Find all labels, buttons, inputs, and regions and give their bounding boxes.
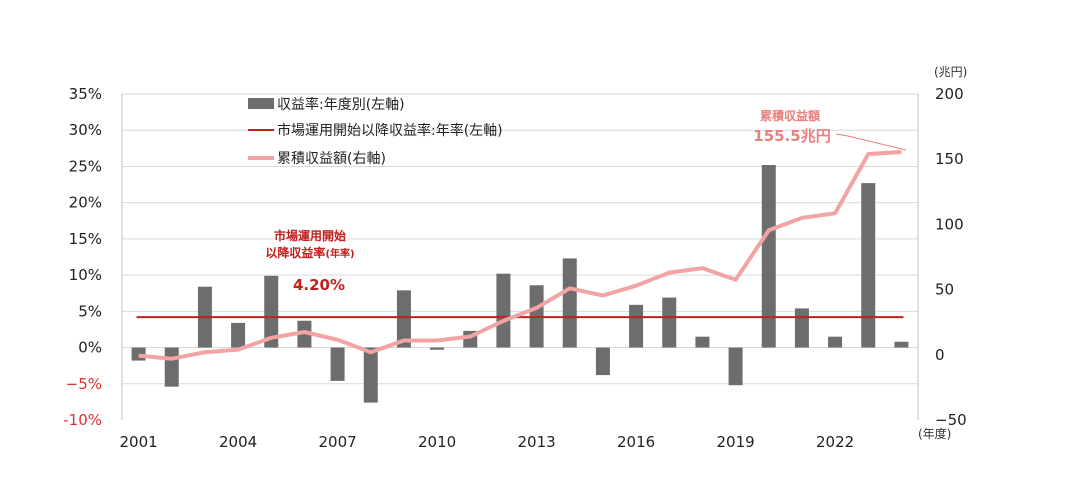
bar-2016 (629, 304, 644, 348)
bar-2023 (861, 183, 876, 348)
x-axis-unit-label: (年度) (918, 426, 951, 441)
left-tick-label: 20% (69, 194, 102, 212)
x-tick-label: 2007 (318, 433, 356, 451)
bar-2020 (761, 164, 776, 348)
right-tick-label: 50 (935, 281, 954, 299)
bar-2010 (430, 347, 445, 350)
bars (131, 164, 909, 403)
cumulative-annotation-leader (835, 133, 907, 151)
x-tick-label: 2001 (119, 433, 157, 451)
x-tick-label: 2010 (418, 433, 456, 451)
bar-2019 (728, 347, 743, 386)
bar-2002 (164, 347, 179, 387)
cumulative-annotation-value: 155.5兆円 (753, 127, 830, 145)
bar-2012 (496, 273, 511, 348)
right-tick-label: 0 (935, 346, 945, 364)
right-axis-unit-label: (兆円) (934, 65, 967, 79)
right-tick-label: 150 (935, 150, 964, 168)
right-axis-ticks: 200 150 100 50 0 −50 (935, 85, 967, 429)
legend-label-cumulative: 累積収益額(右軸) (277, 151, 386, 167)
bar-2021 (794, 308, 809, 348)
legend-swatch-bar (248, 98, 274, 109)
legend-label-annual-return: 収益率:年度別(左軸) (277, 96, 405, 113)
axes (121, 94, 919, 420)
bar-2024 (894, 341, 909, 348)
left-tick-label: 30% (69, 121, 102, 139)
bar-2008 (363, 347, 378, 403)
bar-2015 (595, 347, 610, 376)
rate-annotation-value: 4.20% (293, 276, 345, 294)
bar-2009 (396, 290, 411, 348)
left-tick-label: 25% (69, 157, 102, 175)
left-tick-label: 5% (78, 302, 102, 320)
x-axis-ticks: 2001 2004 2007 2010 2013 2016 2019 2022 (119, 433, 854, 451)
legend: 収益率:年度別(左軸) 市場運用開始以降収益率:年率(左軸) 累積収益額(右軸) (248, 96, 503, 167)
cumulative-annotation: 累積収益額 155.5兆円 (753, 108, 907, 151)
bar-2004 (231, 322, 246, 348)
left-axis-ticks: 35% 30% 25% 20% 15% 10% 5% 0% −5% -10% (63, 85, 102, 429)
x-tick-label: 2004 (219, 433, 257, 451)
bar-2006 (297, 320, 312, 348)
rate-annotation: 市場運用開始 以降収益率(年率) 4.20% (265, 228, 354, 294)
left-tick-label: 10% (69, 266, 102, 284)
bar-2014 (562, 258, 577, 348)
right-tick-label: 100 (935, 215, 964, 233)
x-tick-label: 2016 (617, 433, 655, 451)
rate-annotation-title-line1: 市場運用開始 (274, 228, 346, 243)
x-tick-label: 2022 (816, 433, 854, 451)
left-tick-label: −5% (66, 375, 102, 393)
rate-annotation-title-line2: 以降収益率(年率) (265, 245, 354, 260)
bar-2022 (828, 336, 843, 348)
bar-2017 (662, 297, 677, 348)
bar-2018 (695, 336, 710, 348)
left-tick-label: 15% (69, 230, 102, 248)
legend-label-annualized-rate: 市場運用開始以降収益率:年率(左軸) (277, 122, 503, 139)
left-tick-label: 0% (78, 339, 102, 357)
left-tick-label: -10% (63, 411, 102, 429)
cumulative-return-line (138, 150, 902, 361)
x-tick-label: 2019 (716, 433, 754, 451)
right-tick-label: −50 (935, 411, 967, 429)
left-tick-label: 35% (69, 85, 102, 103)
bar-2005 (264, 275, 279, 348)
x-tick-label: 2013 (517, 433, 555, 451)
cumulative-annotation-title: 累積収益額 (760, 108, 820, 123)
bar-2007 (330, 347, 345, 381)
right-tick-label: 200 (935, 85, 964, 103)
